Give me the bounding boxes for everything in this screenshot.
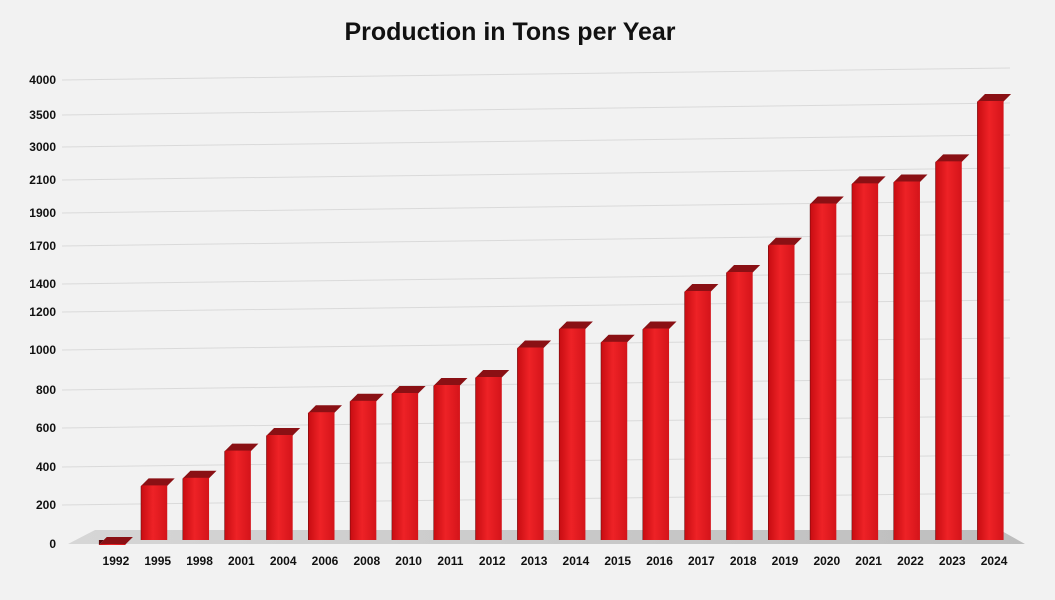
bar-2001 [224, 443, 259, 540]
bar-1992 [98, 537, 133, 545]
bar-2012 [475, 370, 510, 540]
y-tick-label: 400 [36, 460, 56, 474]
gridline [61, 167, 1011, 181]
x-tick-label: 2017 [688, 554, 715, 568]
x-tick-label: 2001 [228, 554, 255, 568]
bar-2023 [935, 154, 970, 541]
bar-2014 [558, 321, 593, 540]
bar-2011 [433, 378, 468, 540]
bar-2017 [684, 284, 719, 540]
x-tick-label: 2024 [981, 554, 1008, 568]
x-tick-label: 2006 [312, 554, 339, 568]
bar-2022 [893, 174, 928, 540]
y-tick-label: 1200 [29, 305, 56, 319]
bar-1995 [140, 478, 175, 540]
x-tick-label: 2019 [772, 554, 799, 568]
x-tick-label: 2020 [813, 554, 840, 568]
x-tick-label: 2008 [353, 554, 380, 568]
y-tick-label: 4000 [29, 73, 56, 87]
x-tick-label: 2014 [563, 554, 590, 568]
x-tick-label: 1998 [186, 554, 213, 568]
x-tick-label: 2013 [521, 554, 548, 568]
bar-2024 [977, 94, 1012, 540]
chart-title: Production in Tons per Year [344, 18, 676, 46]
y-tick-label: 1900 [29, 206, 56, 220]
gridline [61, 134, 1011, 148]
bar-2008 [349, 393, 384, 540]
chart-floor [68, 530, 1025, 544]
y-tick-label: 1700 [29, 239, 56, 253]
x-tick-label: 2015 [604, 554, 631, 568]
x-tick-label: 2012 [479, 554, 506, 568]
y-tick-label: 800 [36, 383, 56, 397]
gridline [61, 102, 1011, 116]
y-tick-label: 600 [36, 421, 56, 435]
x-tick-label: 2011 [437, 554, 463, 568]
x-tick-label: 2023 [939, 554, 966, 568]
x-tick-label: 1995 [144, 554, 171, 568]
bar-2021 [851, 176, 886, 541]
bar-2004 [266, 428, 301, 540]
x-tick-label: 2018 [730, 554, 757, 568]
bar-2019 [768, 237, 802, 540]
x-tick-label: 2010 [395, 554, 422, 568]
y-tick-label: 200 [36, 498, 56, 512]
bar-2010 [391, 386, 426, 540]
y-tick-label: 3000 [29, 140, 56, 154]
bar-2015 [600, 334, 635, 540]
bar-2018 [726, 265, 761, 540]
y-tick-label: 3500 [29, 108, 56, 122]
y-tick-label: 1000 [29, 343, 56, 357]
bar-2020 [809, 196, 844, 540]
bar-2016 [642, 321, 677, 540]
x-tick-label: 2022 [897, 554, 924, 568]
x-tick-label: 1992 [103, 554, 130, 568]
y-tick-label: 2100 [29, 173, 56, 187]
x-tick-label: 2021 [855, 554, 882, 568]
x-tick-label: 2016 [646, 554, 673, 568]
gridline [61, 67, 1011, 81]
bar-2013 [517, 340, 552, 540]
y-tick-label: 0 [49, 537, 56, 551]
x-tick-label: 2004 [270, 554, 297, 568]
bar-2006 [308, 405, 342, 540]
y-tick-label: 1400 [29, 277, 56, 291]
bar-1998 [182, 470, 217, 540]
